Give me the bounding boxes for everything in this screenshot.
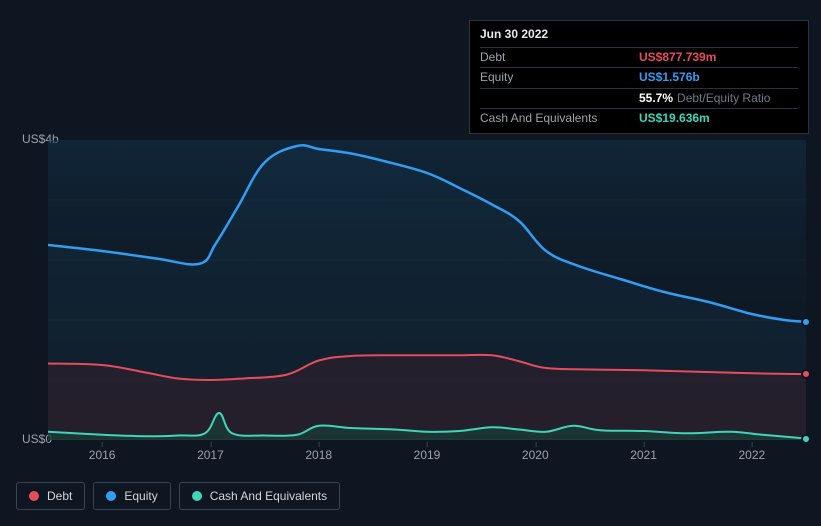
swatch-icon [106,491,116,501]
x-axis-tick: 2019 [414,448,441,462]
ratio-text: Debt/Equity Ratio [677,91,770,105]
x-axis-tick: 2021 [630,448,657,462]
tooltip-value: 55.7% Debt/Equity Ratio [639,91,798,107]
chart-area: US$4bUS$0 [0,120,821,450]
legend-label: Debt [47,489,72,503]
x-axis-tick: 2017 [197,448,224,462]
legend-label: Cash And Equivalents [210,489,327,503]
x-axis-tick: 2020 [522,448,549,462]
x-axis-tick: 2018 [305,448,332,462]
legend-item-debt[interactable]: Debt [16,482,85,510]
plot-region[interactable] [48,140,806,440]
legend-label: Equity [124,489,157,503]
x-axis: 2016 2017 2018 2019 2020 2021 2022 [48,448,806,478]
ratio-percent: 55.7% [639,91,673,105]
end-marker-equity [801,317,811,327]
hover-tooltip: Jun 30 2022 Debt US$877.739m Equity US$1… [469,20,809,134]
x-axis-tick: 2016 [89,448,116,462]
swatch-icon [192,491,202,501]
legend: Debt Equity Cash And Equivalents [16,482,340,510]
tooltip-value: US$1.576b [639,70,798,86]
swatch-icon [29,491,39,501]
legend-item-cash[interactable]: Cash And Equivalents [179,482,340,510]
tooltip-label: Equity [480,70,639,86]
tooltip-date: Jun 30 2022 [480,27,798,43]
tooltip-row-ratio: 55.7% Debt/Equity Ratio [480,88,798,109]
tooltip-value: US$877.739m [639,50,798,66]
tooltip-label: Debt [480,50,639,66]
x-axis-tick: 2022 [738,448,765,462]
tooltip-row-equity: Equity US$1.576b [480,67,798,88]
legend-item-equity[interactable]: Equity [93,482,170,510]
tooltip-label [480,91,639,107]
end-marker-cash [801,434,811,444]
tooltip-row-debt: Debt US$877.739m [480,47,798,68]
end-marker-debt [801,369,811,379]
